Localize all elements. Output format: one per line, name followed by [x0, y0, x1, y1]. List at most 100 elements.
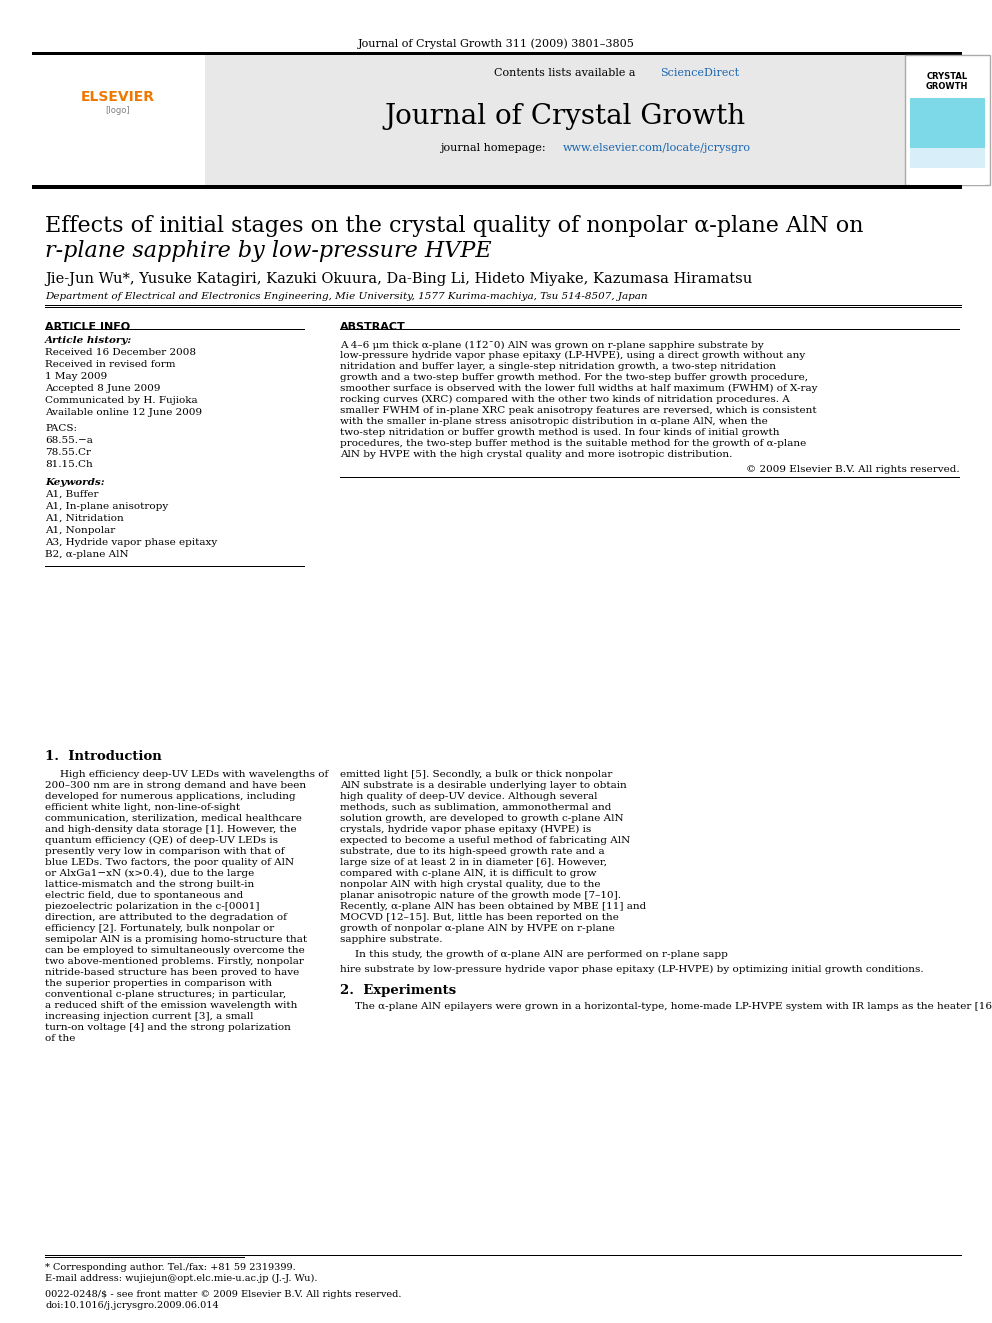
Text: high quality of deep-UV device. Although several: high quality of deep-UV device. Although… — [340, 792, 597, 800]
Text: The α-plane AlN epilayers were grown in a horizontal-type, home-made LP-HVPE sys: The α-plane AlN epilayers were grown in … — [355, 1002, 992, 1011]
Text: quantum efficiency (QE) of deep-UV LEDs is: quantum efficiency (QE) of deep-UV LEDs … — [45, 836, 278, 845]
Text: Journal of Crystal Growth: Journal of Crystal Growth — [385, 103, 746, 130]
Text: the superior properties in comparison with: the superior properties in comparison wi… — [45, 979, 272, 988]
Text: semipolar AlN is a promising homo-structure that: semipolar AlN is a promising homo-struct… — [45, 935, 308, 945]
Text: rocking curves (XRC) compared with the other two kinds of nitridation procedures: rocking curves (XRC) compared with the o… — [340, 396, 790, 404]
Text: two-step nitridation or buffer growth method is used. In four kinds of initial g: two-step nitridation or buffer growth me… — [340, 429, 780, 437]
Text: sapphire substrate.: sapphire substrate. — [340, 935, 442, 945]
Text: of the: of the — [45, 1035, 75, 1043]
Text: A1, Buffer: A1, Buffer — [45, 490, 98, 499]
Text: 68.55.−a: 68.55.−a — [45, 437, 93, 445]
Text: Communicated by H. Fujioka: Communicated by H. Fujioka — [45, 396, 197, 405]
Text: doi:10.1016/j.jcrysgro.2009.06.014: doi:10.1016/j.jcrysgro.2009.06.014 — [45, 1301, 219, 1310]
Text: 81.15.Ch: 81.15.Ch — [45, 460, 92, 468]
Text: piezoelectric polarization in the c-[0001]: piezoelectric polarization in the c-[000… — [45, 902, 260, 912]
Text: Recently, α-plane AlN has been obtained by MBE [11] and: Recently, α-plane AlN has been obtained … — [340, 902, 646, 912]
Text: crystals, hydride vapor phase epitaxy (HVPE) is: crystals, hydride vapor phase epitaxy (H… — [340, 826, 591, 833]
Text: ABSTRACT: ABSTRACT — [340, 321, 406, 332]
Text: Journal of Crystal Growth 311 (2009) 3801–3805: Journal of Crystal Growth 311 (2009) 380… — [357, 38, 635, 49]
Text: PACS:: PACS: — [45, 423, 77, 433]
Bar — [32, 52, 962, 56]
Text: presently very low in comparison with that of: presently very low in comparison with th… — [45, 847, 285, 856]
Text: A 4–6 μm thick α-plane (11̆2¯0) AlN was grown on r-plane sapphire substrate by: A 4–6 μm thick α-plane (11̆2¯0) AlN was … — [340, 340, 764, 349]
Text: ScienceDirect: ScienceDirect — [660, 67, 739, 78]
Text: with the smaller in-plane stress anisotropic distribution in α-plane AlN, when t: with the smaller in-plane stress anisotr… — [340, 417, 768, 426]
Text: * Corresponding author. Tel./fax: +81 59 2319399.: * Corresponding author. Tel./fax: +81 59… — [45, 1263, 296, 1271]
Text: nitride-based structure has been proved to have: nitride-based structure has been proved … — [45, 968, 300, 976]
Text: 78.55.Cr: 78.55.Cr — [45, 448, 91, 456]
Text: www.elsevier.com/locate/jcrysgro: www.elsevier.com/locate/jcrysgro — [563, 143, 751, 153]
Text: Accepted 8 June 2009: Accepted 8 June 2009 — [45, 384, 161, 393]
Text: Contents lists available a: Contents lists available a — [494, 67, 636, 78]
Text: solution growth, are developed to growth c-plane AlN: solution growth, are developed to growth… — [340, 814, 624, 823]
Bar — [910, 168, 985, 185]
Text: communication, sterilization, medical healthcare: communication, sterilization, medical he… — [45, 814, 302, 823]
Text: smoother surface is observed with the lower full widths at half maximum (FWHM) o: smoother surface is observed with the lo… — [340, 384, 817, 393]
Text: blue LEDs. Two factors, the poor quality of AlN: blue LEDs. Two factors, the poor quality… — [45, 859, 294, 867]
Text: two above-mentioned problems. Firstly, nonpolar: two above-mentioned problems. Firstly, n… — [45, 957, 304, 966]
Text: or AlxGa1−xN (x>0.4), due to the large: or AlxGa1−xN (x>0.4), due to the large — [45, 869, 254, 878]
Text: conventional c-plane structures; in particular,: conventional c-plane structures; in part… — [45, 990, 286, 999]
Text: growth of nonpolar α-plane AlN by HVPE on r-plane: growth of nonpolar α-plane AlN by HVPE o… — [340, 923, 615, 933]
Text: E-mail address: wujiejun@opt.elc.mie-u.ac.jp (J.-J. Wu).: E-mail address: wujiejun@opt.elc.mie-u.a… — [45, 1274, 317, 1283]
Bar — [32, 56, 205, 175]
Text: and high-density data storage [1]. However, the: and high-density data storage [1]. Howev… — [45, 826, 297, 833]
Text: Jie-Jun Wu*, Yusuke Katagiri, Kazuki Okuura, Da-Bing Li, Hideto Miyake, Kazumasa: Jie-Jun Wu*, Yusuke Katagiri, Kazuki Oku… — [45, 273, 752, 286]
Text: expected to become a useful method of fabricating AlN: expected to become a useful method of fa… — [340, 836, 630, 845]
Text: ARTICLE INFO: ARTICLE INFO — [45, 321, 130, 332]
Text: journal homepage:: journal homepage: — [440, 143, 550, 153]
Text: large size of at least 2 in in diameter [6]. However,: large size of at least 2 in in diameter … — [340, 859, 607, 867]
Bar — [32, 185, 962, 189]
Text: nitridation and buffer layer, a single-step nitridation growth, a two-step nitri: nitridation and buffer layer, a single-s… — [340, 363, 776, 370]
Text: substrate, due to its high-speed growth rate and a: substrate, due to its high-speed growth … — [340, 847, 605, 856]
Text: a reduced shift of the emission wavelength with: a reduced shift of the emission waveleng… — [45, 1002, 298, 1009]
Text: Article history:: Article history: — [45, 336, 132, 345]
Text: r-plane sapphire by low-pressure HVPE: r-plane sapphire by low-pressure HVPE — [45, 239, 492, 262]
Text: turn-on voltage [4] and the strong polarization: turn-on voltage [4] and the strong polar… — [45, 1023, 291, 1032]
Text: A1, Nonpolar: A1, Nonpolar — [45, 527, 115, 534]
Text: 1.  Introduction: 1. Introduction — [45, 750, 162, 763]
Text: A1, In-plane anisotropy: A1, In-plane anisotropy — [45, 501, 169, 511]
Text: Effects of initial stages on the crystal quality of nonpolar α-plane AlN on: Effects of initial stages on the crystal… — [45, 216, 863, 237]
Text: A1, Nitridation: A1, Nitridation — [45, 515, 124, 523]
Text: Keywords:: Keywords: — [45, 478, 104, 487]
Text: increasing injection current [3], a small: increasing injection current [3], a smal… — [45, 1012, 254, 1021]
Text: MOCVD [12–15]. But, little has been reported on the: MOCVD [12–15]. But, little has been repo… — [340, 913, 619, 922]
Text: electric field, due to spontaneous and: electric field, due to spontaneous and — [45, 890, 243, 900]
Text: hire substrate by low-pressure hydride vapor phase epitaxy (LP-HVPE) by optimizi: hire substrate by low-pressure hydride v… — [340, 964, 924, 974]
Text: efficient white light, non-line-of-sight: efficient white light, non-line-of-sight — [45, 803, 240, 812]
Text: AlN substrate is a desirable underlying layer to obtain: AlN substrate is a desirable underlying … — [340, 781, 627, 790]
Text: nonpolar AlN with high crystal quality, due to the: nonpolar AlN with high crystal quality, … — [340, 880, 600, 889]
Text: emitted light [5]. Secondly, a bulk or thick nonpolar: emitted light [5]. Secondly, a bulk or t… — [340, 770, 612, 779]
Text: A3, Hydride vapor phase epitaxy: A3, Hydride vapor phase epitaxy — [45, 538, 217, 546]
Text: Received 16 December 2008: Received 16 December 2008 — [45, 348, 196, 357]
Text: smaller FWHM of in-plane XRC peak anisotropy features are reversed, which is con: smaller FWHM of in-plane XRC peak anisot… — [340, 406, 816, 415]
Text: Available online 12 June 2009: Available online 12 June 2009 — [45, 407, 202, 417]
Text: can be employed to simultaneously overcome the: can be employed to simultaneously overco… — [45, 946, 305, 955]
Text: CRYSTAL: CRYSTAL — [927, 71, 967, 81]
Text: AlN by HVPE with the high crystal quality and more isotropic distribution.: AlN by HVPE with the high crystal qualit… — [340, 450, 732, 459]
Text: efficiency [2]. Fortunately, bulk nonpolar or: efficiency [2]. Fortunately, bulk nonpol… — [45, 923, 274, 933]
Text: low-pressure hydride vapor phase epitaxy (LP-HVPE), using a direct growth withou: low-pressure hydride vapor phase epitaxy… — [340, 351, 806, 360]
Text: High efficiency deep-UV LEDs with wavelengths of: High efficiency deep-UV LEDs with wavele… — [60, 770, 328, 779]
Bar — [205, 56, 905, 185]
Text: Department of Electrical and Electronics Engineering, Mie University, 1577 Kurim: Department of Electrical and Electronics… — [45, 292, 648, 302]
Text: lattice-mismatch and the strong built-in: lattice-mismatch and the strong built-in — [45, 880, 254, 889]
Bar — [910, 58, 985, 98]
Text: GROWTH: GROWTH — [926, 82, 968, 91]
Text: compared with c-plane AlN, it is difficult to grow: compared with c-plane AlN, it is difficu… — [340, 869, 596, 878]
Text: © 2009 Elsevier B.V. All rights reserved.: © 2009 Elsevier B.V. All rights reserved… — [746, 464, 960, 474]
Text: methods, such as sublimation, ammonothermal and: methods, such as sublimation, ammonother… — [340, 803, 611, 812]
Text: B2, α-plane AlN: B2, α-plane AlN — [45, 550, 129, 560]
Bar — [905, 56, 990, 185]
Text: direction, are attributed to the degradation of: direction, are attributed to the degrada… — [45, 913, 287, 922]
Text: growth and a two-step buffer growth method. For the two-step buffer growth proce: growth and a two-step buffer growth meth… — [340, 373, 808, 382]
Bar — [910, 148, 985, 168]
Text: Received in revised form: Received in revised form — [45, 360, 176, 369]
Text: developed for numerous applications, including: developed for numerous applications, inc… — [45, 792, 296, 800]
Text: 2.  Experiments: 2. Experiments — [340, 984, 456, 998]
Text: 1 May 2009: 1 May 2009 — [45, 372, 107, 381]
Text: 0022-0248/$ - see front matter © 2009 Elsevier B.V. All rights reserved.: 0022-0248/$ - see front matter © 2009 El… — [45, 1290, 402, 1299]
Text: [logo]: [logo] — [106, 106, 130, 115]
Text: In this study, the growth of α-plane AlN are performed on r-plane sapp: In this study, the growth of α-plane AlN… — [355, 950, 728, 959]
